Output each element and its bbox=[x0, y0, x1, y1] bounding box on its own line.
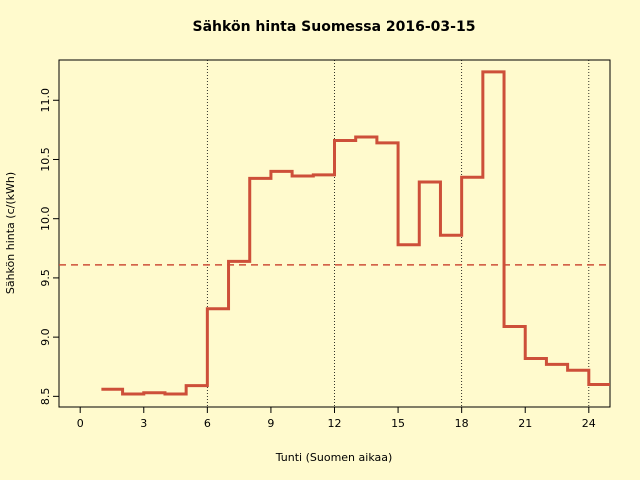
y-tick-label: 11.0 bbox=[39, 88, 52, 113]
x-tick-label: 15 bbox=[391, 417, 405, 430]
x-tick-label: 12 bbox=[328, 417, 342, 430]
y-tick-label: 9.0 bbox=[39, 328, 52, 346]
y-tick-label: 10.0 bbox=[39, 206, 52, 231]
price-line bbox=[101, 70, 610, 396]
x-tick-label: 21 bbox=[518, 417, 532, 430]
x-axis-label: Tunti (Suomen aikaa) bbox=[275, 451, 393, 464]
y-axis-label: Sähkön hinta (c/(kWh) bbox=[4, 172, 17, 294]
x-tick-label: 6 bbox=[204, 417, 211, 430]
y-tick-label: 10.5 bbox=[39, 147, 52, 172]
x-tick-label: 9 bbox=[267, 417, 274, 430]
y-tick-label: 9.5 bbox=[39, 269, 52, 287]
chart-title: Sähkön hinta Suomessa 2016-03-15 bbox=[193, 19, 476, 35]
x-tick-label: 0 bbox=[77, 417, 84, 430]
x-tick-label: 18 bbox=[455, 417, 469, 430]
x-tick-label: 24 bbox=[582, 417, 596, 430]
y-tick-label: 8.5 bbox=[39, 388, 52, 406]
x-tick-label: 3 bbox=[140, 417, 147, 430]
